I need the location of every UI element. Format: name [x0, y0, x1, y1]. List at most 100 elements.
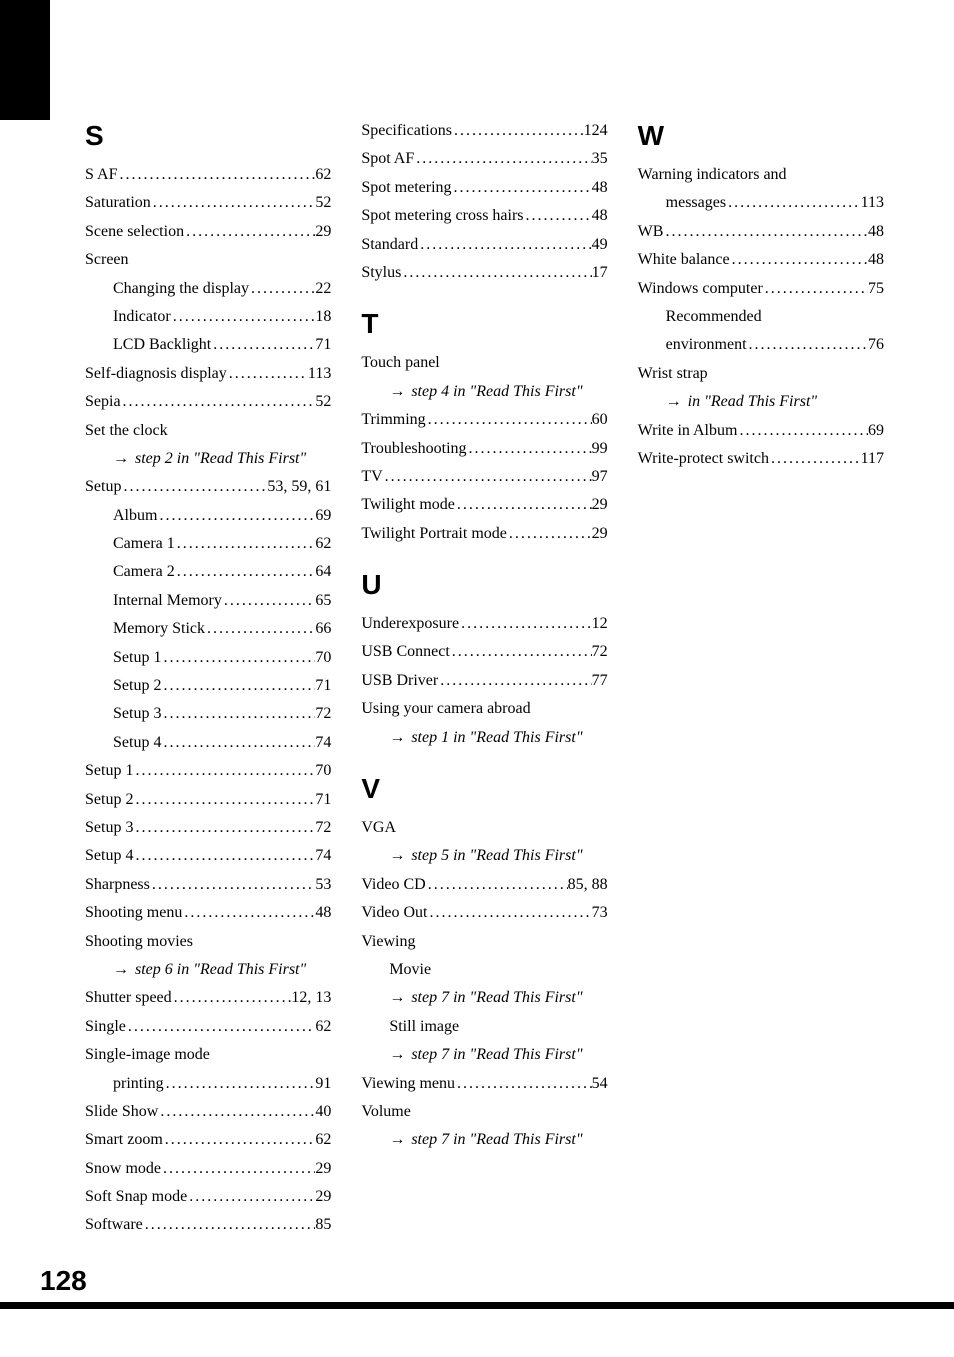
entry-dots: ........................................… [737, 420, 868, 442]
entry-page: 48 [592, 205, 608, 227]
entry-label: LCD Backlight [113, 334, 211, 356]
entry-label: USB Driver [361, 670, 438, 692]
index-entry: VGA [361, 817, 607, 839]
index-entry-xref: → step 7 in "Read This First" [361, 1044, 607, 1066]
index-entry: Specifications..........................… [361, 120, 607, 142]
index-entry: Setup 3.................................… [85, 817, 331, 839]
entry-page: 48 [868, 221, 884, 243]
index-entry: Recommended [638, 306, 884, 328]
entry-dots: ........................................… [151, 192, 316, 214]
entry-dots: ........................................… [184, 221, 315, 243]
arrow-icon: → [389, 1046, 405, 1063]
index-entry: messages................................… [638, 192, 884, 214]
entry-page: 53, 59, 61 [267, 476, 331, 498]
xref-text: in "Read This First" [684, 393, 817, 410]
section-header-v: V [361, 773, 607, 805]
entry-dots: ........................................… [452, 120, 584, 142]
entry-page: 72 [315, 703, 331, 725]
entry-dots: ........................................… [414, 148, 591, 170]
index-entry: Setup 1.................................… [85, 760, 331, 782]
entry-page: 65 [315, 590, 331, 612]
entry-label: Soft Snap mode [85, 1186, 187, 1208]
entry-label: Troubleshooting [361, 438, 466, 460]
index-entry: Setup 1.................................… [85, 647, 331, 669]
entry-dots: ........................................… [163, 1129, 316, 1151]
entry-page: 71 [315, 675, 331, 697]
index-entry: LCD Backlight...........................… [85, 334, 331, 356]
entry-page: 69 [868, 420, 884, 442]
page-number: 128 [40, 1265, 87, 1297]
entry-page: 22 [315, 278, 331, 300]
arrow-icon: → [389, 729, 405, 746]
index-entry: Slide Show..............................… [85, 1101, 331, 1123]
index-entry: Snow mode...............................… [85, 1158, 331, 1180]
index-entry: Troubleshooting.........................… [361, 438, 607, 460]
section-header-s: S [85, 120, 331, 152]
entry-dots: ........................................… [211, 334, 315, 356]
arrow-icon: → [389, 989, 405, 1006]
entry-dots: ........................................… [161, 732, 315, 754]
arrow-icon: → [113, 450, 129, 467]
entry-page: 66 [315, 618, 331, 640]
index-entry-xref: → in "Read This First" [638, 391, 884, 413]
entry-label: environment [666, 334, 747, 356]
xref-text: step 4 in "Read This First" [407, 383, 582, 400]
arrow-icon: → [389, 383, 405, 400]
entry-dots: ........................................… [418, 234, 591, 256]
entry-page: 62 [315, 1129, 331, 1151]
entry-page: 35 [592, 148, 608, 170]
entry-label: Setup 3 [113, 703, 161, 725]
index-entry: Standard................................… [361, 234, 607, 256]
entry-label: Setup 2 [113, 675, 161, 697]
entry-page: 97 [592, 466, 608, 488]
entry-dots: ........................................… [730, 249, 868, 271]
index-entry: Indicator...............................… [85, 306, 331, 328]
index-entry: Setup 3.................................… [85, 703, 331, 725]
entry-label: Sepia [85, 391, 121, 413]
entry-label: Shutter speed [85, 987, 172, 1009]
entry-page: 74 [315, 732, 331, 754]
index-entry: Wrist strap [638, 363, 884, 385]
index-entry-xref: → step 4 in "Read This First" [361, 381, 607, 403]
entry-label: Changing the display [113, 278, 249, 300]
entry-label: WB [638, 221, 664, 243]
index-entry: Album...................................… [85, 505, 331, 527]
entry-dots: ........................................… [161, 647, 315, 669]
index-entry: Soft Snap mode..........................… [85, 1186, 331, 1208]
index-entry: White balance...........................… [638, 249, 884, 271]
entry-label: Snow mode [85, 1158, 161, 1180]
entry-page: 71 [315, 334, 331, 356]
entry-page: 74 [315, 845, 331, 867]
entry-page: 48 [592, 177, 608, 199]
xref-text: step 7 in "Read This First" [407, 1131, 582, 1148]
entry-label: Spot metering cross hairs [361, 205, 523, 227]
entry-dots: ........................................… [467, 438, 592, 460]
index-entry: Twilight Portrait mode..................… [361, 523, 607, 545]
entry-dots: ........................................… [427, 902, 591, 924]
index-entry: Setup 4.................................… [85, 845, 331, 867]
index-entry: TV......................................… [361, 466, 607, 488]
entry-page: 18 [315, 306, 331, 328]
entry-page: 62 [315, 533, 331, 555]
entry-dots: ........................................… [663, 221, 868, 243]
entry-page: 73 [592, 902, 608, 924]
arrow-icon: → [389, 847, 405, 864]
column-1: SS AF...................................… [85, 120, 331, 1243]
entry-page: 53 [315, 874, 331, 896]
entry-label: Setup 2 [85, 789, 133, 811]
index-entry: Underexposure...........................… [361, 613, 607, 635]
entry-page: 99 [592, 438, 608, 460]
entry-dots: ........................................… [133, 789, 315, 811]
entry-page: 77 [592, 670, 608, 692]
entry-dots: ........................................… [182, 902, 315, 924]
entry-dots: ........................................… [133, 845, 315, 867]
index-entry: Self-diagnosis display..................… [85, 363, 331, 385]
entry-dots: ........................................… [172, 987, 292, 1009]
index-entry-xref: → step 6 in "Read This First" [85, 959, 331, 981]
index-entry: Spot AF.................................… [361, 148, 607, 170]
index-entry: Warning indicators and [638, 164, 884, 186]
entry-dots: ........................................… [763, 278, 868, 300]
index-content: SS AF...................................… [0, 0, 954, 1243]
entry-label: Windows computer [638, 278, 763, 300]
entry-page: 12, 13 [291, 987, 331, 1009]
